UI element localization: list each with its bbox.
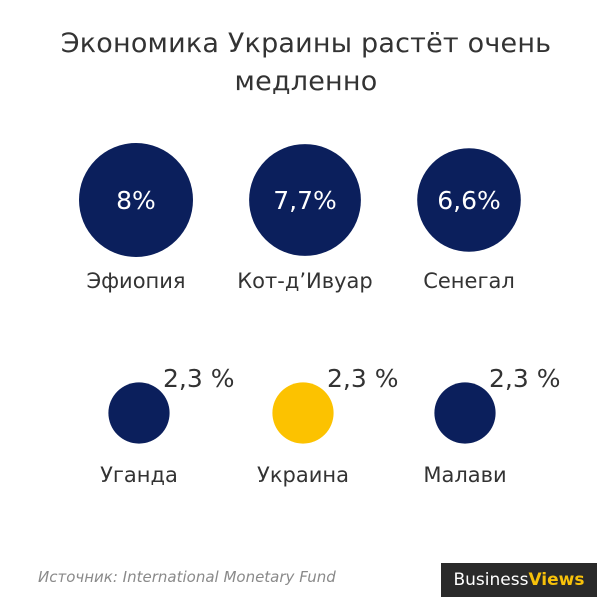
value-label-0: 8% — [116, 186, 156, 215]
country-label-1: Кот-д’Ивуар — [237, 269, 372, 293]
bubble-5 — [434, 382, 496, 444]
value-label-1: 7,7% — [273, 186, 337, 215]
source-note: Источник: International Monetary Fund — [38, 568, 336, 586]
value-label-4: 2,3 % — [327, 364, 398, 393]
country-label-4: Украина — [257, 463, 349, 487]
chart-title-line-2: медленно — [234, 66, 378, 97]
bubble-0 — [79, 143, 193, 257]
chart-title-line-1: Экономика Украины растёт очень — [60, 28, 552, 59]
bubble-1 — [249, 144, 361, 256]
value-label-3: 2,3 % — [163, 364, 234, 393]
businessviews-logo: Business Views — [441, 563, 597, 597]
country-label-0: Эфиопия — [86, 269, 185, 293]
bubble-2 — [417, 148, 521, 252]
value-label-2: 6,6% — [437, 186, 501, 215]
bubble-3 — [108, 382, 170, 444]
country-label-5: Малави — [423, 463, 506, 487]
country-label-2: Сенегал — [423, 269, 515, 293]
logo-views-text: Views — [528, 570, 585, 590]
bubble-4 — [272, 382, 334, 444]
logo-business-text: Business — [453, 570, 529, 590]
country-label-3: Уганда — [100, 463, 178, 487]
value-label-5: 2,3 % — [489, 364, 560, 393]
